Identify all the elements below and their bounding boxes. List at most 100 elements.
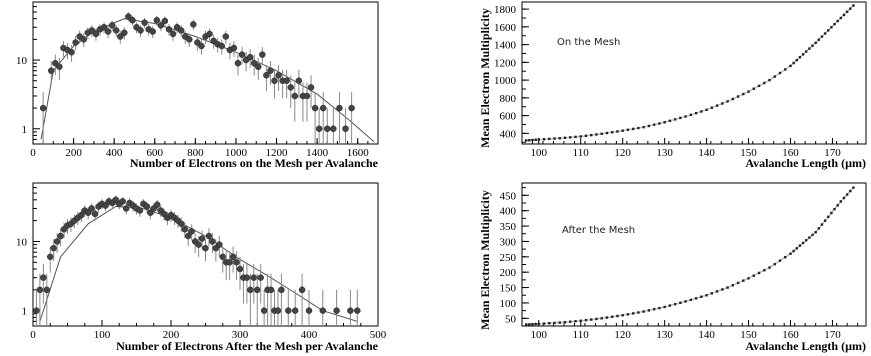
data-point <box>694 297 698 300</box>
y-tick-label: 10 <box>16 236 28 248</box>
data-point <box>246 53 254 61</box>
data-point <box>531 322 534 326</box>
plot-frame <box>32 1 379 145</box>
y-tick-label: 50 <box>505 313 517 325</box>
data-point <box>833 207 836 211</box>
y-tick-label: 450 <box>500 190 517 202</box>
data-point <box>72 39 79 46</box>
data-point <box>642 310 645 313</box>
data-point <box>590 318 593 321</box>
data-point <box>195 241 202 248</box>
data-point <box>715 290 719 293</box>
data-point <box>663 121 666 124</box>
panel-top-left: Number of Electrons on the Mesh per Aval… <box>16 1 379 170</box>
data-point <box>631 127 635 131</box>
data-point <box>798 56 802 59</box>
data-point <box>830 211 833 215</box>
data-point <box>542 322 546 325</box>
data-point <box>216 241 223 248</box>
y-tick-label: 1800 <box>494 4 517 16</box>
data-point <box>626 313 630 316</box>
data-point <box>153 16 161 24</box>
fit-line <box>526 187 854 326</box>
data-point <box>186 36 193 43</box>
data-point <box>157 22 165 29</box>
data-point <box>792 249 795 253</box>
data-point <box>283 77 290 84</box>
data-point <box>731 97 735 101</box>
panel-top-right-ylabel: Mean Electron Multiplicity <box>478 8 492 148</box>
data-point <box>259 51 266 58</box>
data-point <box>52 59 59 67</box>
data-point <box>579 135 582 138</box>
data-point <box>141 19 148 26</box>
data-point <box>845 10 849 13</box>
data-point <box>679 116 682 120</box>
data-point <box>801 241 805 245</box>
data-point <box>700 110 703 113</box>
data-point <box>668 119 672 123</box>
y-tick-label: 800 <box>500 93 517 105</box>
data-point <box>181 226 189 233</box>
data-point <box>229 253 237 261</box>
data-point <box>303 92 311 100</box>
data-point <box>121 29 128 36</box>
data-point <box>726 286 729 289</box>
data-point <box>233 259 240 266</box>
x-tick-label: 100 <box>531 329 548 341</box>
data-point <box>324 125 331 133</box>
x-tick-label: 110 <box>573 329 590 341</box>
data-point <box>827 29 830 32</box>
y-tick-label: 1400 <box>494 40 517 52</box>
data-point <box>839 200 843 203</box>
data-point <box>311 104 319 112</box>
data-point <box>219 253 226 261</box>
data-point <box>842 196 846 200</box>
data-point <box>637 126 640 130</box>
panel-bottom-right-annotation: After the Mesh <box>562 225 635 236</box>
data-point <box>823 32 827 35</box>
data-point <box>348 104 355 112</box>
data-point <box>226 259 233 266</box>
data-point <box>291 92 299 100</box>
data-point <box>584 134 588 137</box>
data-point <box>752 274 755 277</box>
data-point <box>285 307 292 314</box>
y-tick-label: 250 <box>500 252 517 264</box>
data-point <box>789 252 792 255</box>
data-point <box>553 137 556 140</box>
x-tick-label: 0 <box>30 329 36 341</box>
data-point <box>684 115 687 118</box>
data-point <box>590 133 593 137</box>
data-point <box>230 44 238 52</box>
x-tick-label: 300 <box>232 329 249 341</box>
data-point <box>842 13 846 17</box>
data-point <box>747 90 750 93</box>
panel-top-right-xlabel: Avalanche Length (µm) <box>745 156 866 170</box>
data-point <box>537 138 540 141</box>
y-tick-label: 400 <box>500 128 517 140</box>
data-point <box>823 219 827 222</box>
data-point <box>705 108 708 112</box>
data-point <box>736 281 740 285</box>
data-point <box>689 298 693 302</box>
data-point <box>658 122 661 125</box>
data-point <box>647 124 651 128</box>
data-point <box>731 284 735 287</box>
data-point <box>621 314 624 317</box>
y-tick-label: 350 <box>500 221 517 233</box>
data-point <box>218 42 225 50</box>
panel-top-right: On the Mesh Avalanche Length (µm) Mean E… <box>478 1 867 170</box>
data-point <box>291 307 299 314</box>
data-point <box>319 307 327 314</box>
x-tick-label: 110 <box>573 147 590 159</box>
data-point <box>267 67 274 74</box>
x-tick-label: 140 <box>698 147 715 159</box>
data-point <box>742 279 745 282</box>
panel-top-right-annotation: On the Mesh <box>557 37 620 48</box>
data-point <box>579 319 582 322</box>
data-point <box>91 210 99 218</box>
data-point <box>548 322 551 325</box>
data-point <box>336 104 343 112</box>
